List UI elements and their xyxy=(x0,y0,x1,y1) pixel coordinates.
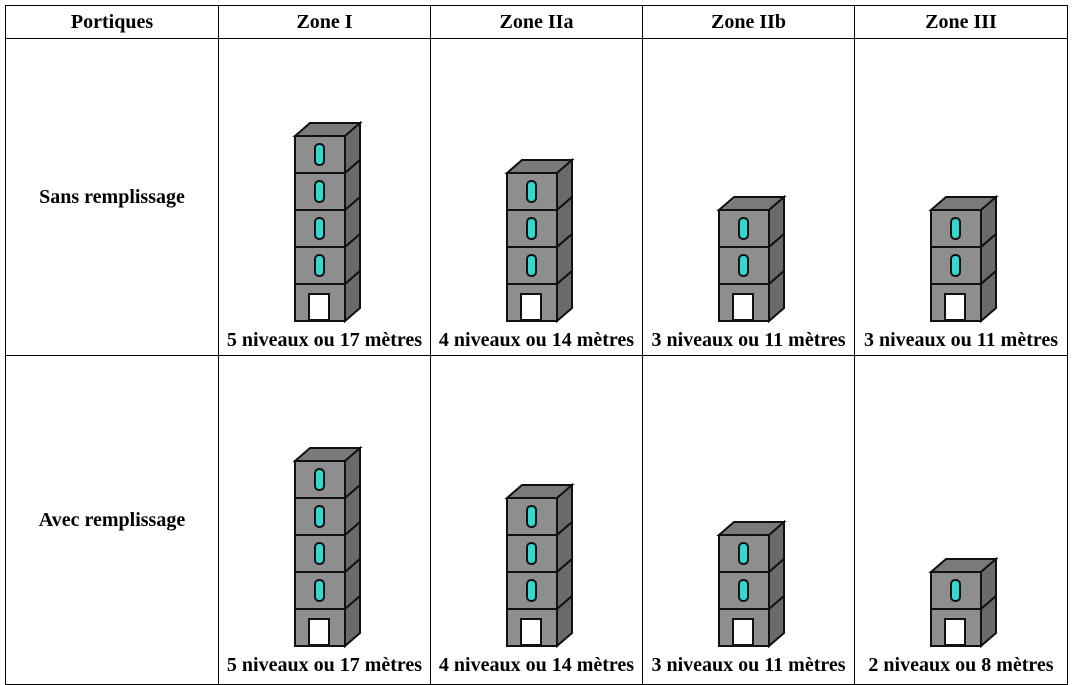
cell: 5 niveaux ou 17 mètres xyxy=(218,355,431,685)
building xyxy=(505,484,573,647)
header-cell: Zone IIb xyxy=(642,5,855,39)
row: Avec remplissage 5 niveaux ou 17 mètres … xyxy=(5,355,1068,685)
row-label: Avec remplissage xyxy=(5,355,219,685)
cell: 2 niveaux ou 8 mètres xyxy=(854,355,1068,685)
header-cell: Zone I xyxy=(218,5,431,39)
cell: 5 niveaux ou 17 mètres xyxy=(218,38,431,356)
header-cell: Portiques xyxy=(5,5,219,39)
building xyxy=(505,159,573,322)
cell-caption: 3 niveaux ou 11 mètres xyxy=(863,329,1059,351)
building xyxy=(930,558,997,647)
cell-caption: 3 niveaux ou 11 mètres xyxy=(651,654,846,676)
cell: 3 niveaux ou 11 mètres xyxy=(642,355,855,685)
cell-caption: 2 niveaux ou 8 mètres xyxy=(868,654,1054,676)
cell-caption: 5 niveaux ou 17 mètres xyxy=(226,329,423,351)
row-label: Sans remplissage xyxy=(5,38,219,356)
cell-caption: 4 niveaux ou 14 mètres xyxy=(438,329,635,351)
header-cell: Zone III xyxy=(854,5,1068,39)
building xyxy=(717,196,785,322)
building xyxy=(293,122,361,322)
cell: 4 niveaux ou 14 mètres xyxy=(430,38,643,356)
cell: 4 niveaux ou 14 mètres xyxy=(430,355,643,685)
cell-caption: 3 niveaux ou 11 mètres xyxy=(651,329,846,351)
header-row: Portiques Zone I Zone IIa Zone IIb Zone … xyxy=(5,5,1068,39)
cell: 3 niveaux ou 11 mètres xyxy=(854,38,1068,356)
cell-caption: 5 niveaux ou 17 mètres xyxy=(226,654,423,676)
building xyxy=(293,447,361,647)
building xyxy=(717,521,785,647)
row: Sans remplissage 5 niveaux ou 17 mètres … xyxy=(5,38,1068,356)
header-cell: Zone IIa xyxy=(430,5,643,39)
building xyxy=(930,196,997,322)
cell: 3 niveaux ou 11 mètres xyxy=(642,38,855,356)
table: Portiques Zone I Zone IIa Zone IIb Zone … xyxy=(5,5,1068,685)
cell-caption: 4 niveaux ou 14 mètres xyxy=(438,654,635,676)
